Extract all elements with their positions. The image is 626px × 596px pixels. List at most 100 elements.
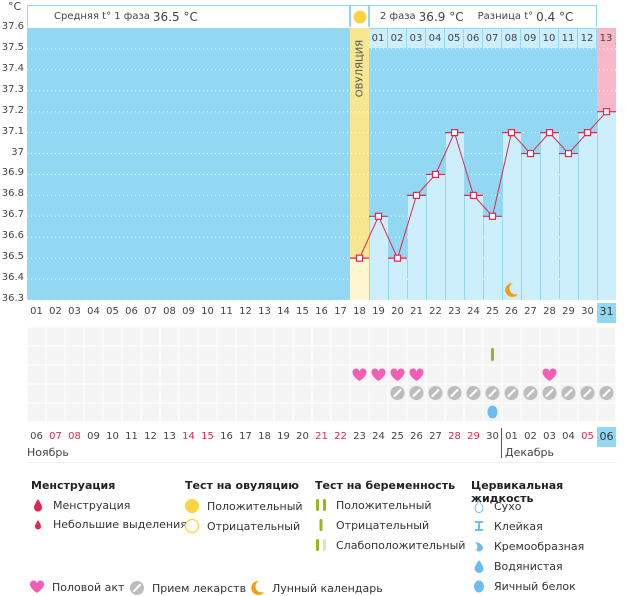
calendar-date[interactable]: 20 bbox=[296, 431, 309, 442]
event-cell[interactable] bbox=[103, 346, 122, 365]
event-cell[interactable] bbox=[217, 403, 236, 422]
x-tick-label[interactable]: 13 bbox=[258, 306, 271, 317]
calendar-date[interactable]: 14 bbox=[182, 431, 195, 442]
event-cell[interactable] bbox=[27, 365, 46, 384]
event-cell[interactable] bbox=[274, 384, 293, 403]
event-cell[interactable] bbox=[502, 346, 521, 365]
event-cell[interactable] bbox=[217, 327, 236, 346]
event-cell[interactable] bbox=[65, 365, 84, 384]
event-cell[interactable] bbox=[46, 384, 65, 403]
event-cell[interactable] bbox=[369, 403, 388, 422]
x-tick-label[interactable]: 10 bbox=[201, 306, 214, 317]
x-tick-label[interactable]: 21 bbox=[410, 306, 423, 317]
event-cell[interactable] bbox=[426, 327, 445, 346]
temperature-point[interactable] bbox=[507, 129, 516, 137]
calendar-date[interactable]: 09 bbox=[87, 431, 100, 442]
event-cell[interactable] bbox=[559, 365, 578, 384]
x-tick-label[interactable]: 03 bbox=[68, 306, 81, 317]
event-cell[interactable] bbox=[312, 403, 331, 422]
event-cell[interactable] bbox=[521, 365, 540, 384]
event-cell[interactable] bbox=[559, 346, 578, 365]
calendar-date[interactable]: 25 bbox=[391, 431, 404, 442]
event-cell[interactable] bbox=[84, 365, 103, 384]
calendar-date[interactable]: 17 bbox=[239, 431, 252, 442]
x-tick-label[interactable]: 20 bbox=[391, 306, 404, 317]
event-cell[interactable] bbox=[160, 346, 179, 365]
event-cell[interactable] bbox=[540, 346, 559, 365]
x-tick-label[interactable]: 07 bbox=[144, 306, 157, 317]
calendar-date[interactable]: 05 bbox=[581, 431, 594, 442]
calendar-date[interactable]: 23 bbox=[353, 431, 366, 442]
event-cell[interactable] bbox=[464, 346, 483, 365]
event-cell[interactable] bbox=[521, 403, 540, 422]
event-cell[interactable] bbox=[426, 403, 445, 422]
temperature-point[interactable] bbox=[431, 170, 440, 179]
x-tick-label[interactable]: 25 bbox=[486, 306, 499, 317]
temperature-point[interactable] bbox=[355, 254, 364, 262]
event-cell[interactable] bbox=[521, 346, 540, 365]
calendar-date[interactable]: 07 bbox=[49, 431, 62, 442]
event-cell[interactable] bbox=[350, 327, 369, 346]
event-cell[interactable] bbox=[483, 327, 502, 346]
event-cell[interactable] bbox=[179, 384, 198, 403]
x-tick-label[interactable]: 01 bbox=[30, 306, 43, 317]
event-cell[interactable] bbox=[407, 346, 426, 365]
event-cell[interactable] bbox=[217, 346, 236, 365]
event-cell[interactable] bbox=[103, 384, 122, 403]
event-cell[interactable] bbox=[502, 365, 521, 384]
event-cell[interactable] bbox=[578, 403, 597, 422]
event-cell[interactable] bbox=[160, 365, 179, 384]
event-cell[interactable] bbox=[236, 346, 255, 365]
x-tick-label[interactable]: 17 bbox=[334, 306, 347, 317]
event-cell[interactable] bbox=[597, 365, 616, 384]
event-cell[interactable] bbox=[312, 327, 331, 346]
event-cell[interactable] bbox=[597, 327, 616, 346]
calendar-date[interactable]: 13 bbox=[163, 431, 176, 442]
event-cell[interactable] bbox=[179, 346, 198, 365]
event-cell[interactable] bbox=[369, 327, 388, 346]
event-cell[interactable] bbox=[388, 346, 407, 365]
event-cell[interactable] bbox=[350, 346, 369, 365]
x-tick-label[interactable]: 08 bbox=[163, 306, 176, 317]
event-cell[interactable] bbox=[141, 403, 160, 422]
event-cell[interactable] bbox=[179, 403, 198, 422]
x-tick-label[interactable]: 18 bbox=[353, 306, 366, 317]
event-cell[interactable] bbox=[540, 403, 559, 422]
event-cell[interactable] bbox=[84, 403, 103, 422]
event-cell[interactable] bbox=[350, 403, 369, 422]
calendar-date[interactable]: 12 bbox=[144, 431, 157, 442]
x-tick-label[interactable]: 29 bbox=[562, 306, 575, 317]
event-cell[interactable] bbox=[350, 384, 369, 403]
event-cell[interactable] bbox=[464, 327, 483, 346]
event-cell[interactable] bbox=[578, 346, 597, 365]
event-cell[interactable] bbox=[464, 365, 483, 384]
event-cell[interactable] bbox=[160, 403, 179, 422]
calendar-date[interactable]: 10 bbox=[106, 431, 119, 442]
temperature-point[interactable] bbox=[564, 149, 573, 158]
calendar-date[interactable]: 30 bbox=[486, 431, 499, 442]
event-cell[interactable] bbox=[141, 346, 160, 365]
event-cell[interactable] bbox=[141, 365, 160, 384]
temperature-point[interactable] bbox=[583, 129, 592, 137]
x-tick-label[interactable]: 31 bbox=[597, 303, 616, 323]
temperature-point[interactable] bbox=[469, 191, 478, 199]
event-cell[interactable] bbox=[236, 327, 255, 346]
event-cell[interactable] bbox=[331, 365, 350, 384]
event-cell[interactable] bbox=[27, 384, 46, 403]
event-cell[interactable] bbox=[198, 327, 217, 346]
temperature-point[interactable] bbox=[526, 149, 535, 158]
x-tick-label[interactable]: 22 bbox=[429, 306, 442, 317]
event-cell[interactable] bbox=[217, 365, 236, 384]
calendar-date[interactable]: 29 bbox=[467, 431, 480, 442]
event-cell[interactable] bbox=[103, 403, 122, 422]
x-tick-label[interactable]: 02 bbox=[49, 306, 62, 317]
event-cell[interactable] bbox=[65, 346, 84, 365]
x-tick-label[interactable]: 30 bbox=[581, 306, 594, 317]
event-cell[interactable] bbox=[331, 384, 350, 403]
calendar-date[interactable]: 03 bbox=[543, 431, 556, 442]
event-cell[interactable] bbox=[236, 384, 255, 403]
event-cell[interactable] bbox=[179, 365, 198, 384]
event-cell[interactable] bbox=[388, 403, 407, 422]
event-cell[interactable] bbox=[274, 327, 293, 346]
x-tick-label[interactable]: 12 bbox=[239, 306, 252, 317]
